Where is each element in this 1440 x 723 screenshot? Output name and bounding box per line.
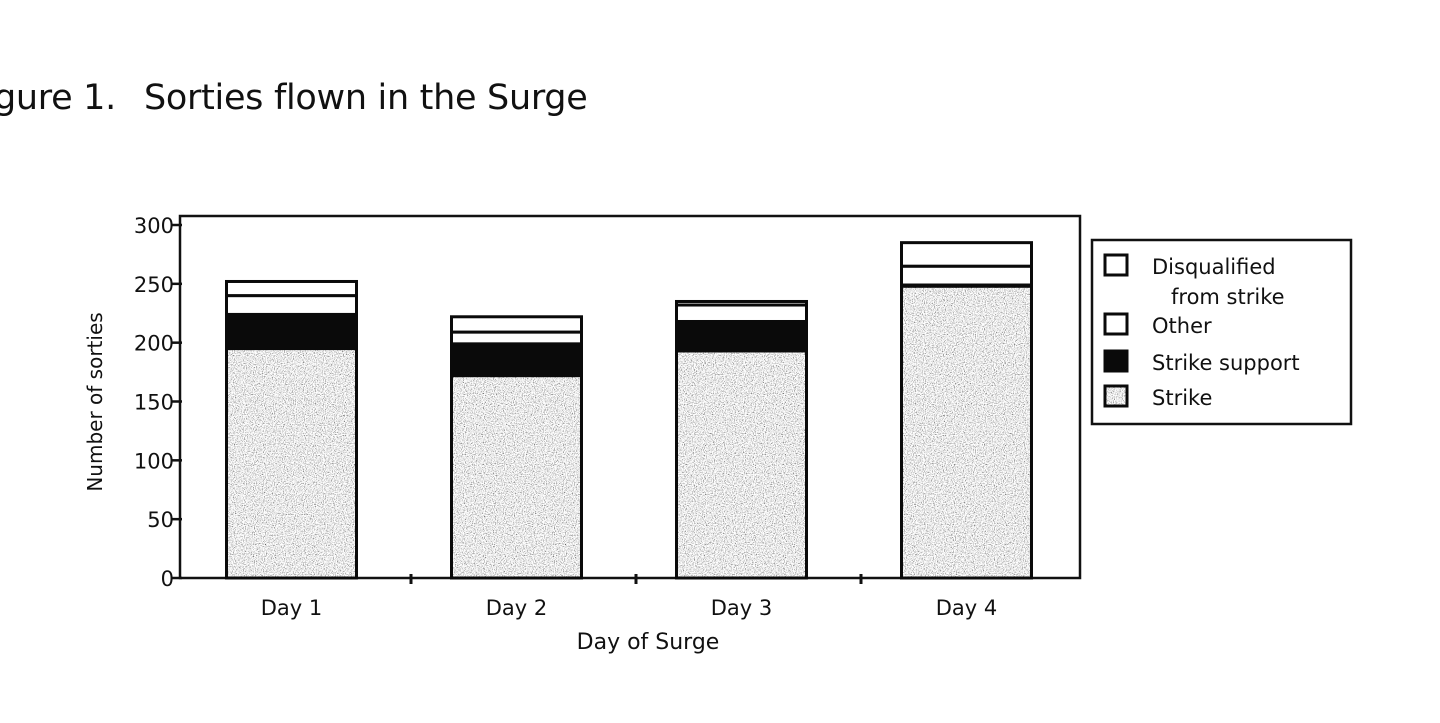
bar-day-4-strike: [900, 284, 1033, 580]
bar-day-3-strike: [675, 349, 808, 580]
legend-swatch-2: [1103, 312, 1129, 336]
plot-area: 0 50 100 150 200 250 300 Number of sorties Day 1…: [83, 214, 1082, 655]
bar-day-4-disqualified-from-strike: [900, 241, 1033, 268]
legend-label-4-line-1: Strike: [1152, 386, 1212, 410]
plot-frame: [178, 214, 1082, 580]
bar-day-1-strike: [225, 347, 358, 580]
x-tick-label-day-1: Day 1: [261, 596, 323, 620]
x-axis-label: Day of Surge: [577, 630, 720, 655]
bar-day-2-strike-support: [450, 342, 583, 378]
legend-label-1-line-2: from strike: [1171, 285, 1285, 309]
legend-label-2-line-1: Other: [1152, 314, 1212, 338]
x-tick-label-day-2: Day 2: [486, 596, 548, 620]
figure-number: gure 1.: [0, 78, 116, 118]
legend-label-1-line-1: Disqualified: [1152, 255, 1276, 279]
legend-frame: [1090, 238, 1353, 426]
y-tick-label-100: 100: [134, 449, 174, 473]
legend: Disqualified from strike Other Strike suppo…: [1090, 238, 1353, 426]
y-tick-label-50: 50: [147, 508, 174, 532]
y-tick-label-0: 0: [161, 567, 174, 591]
legend-swatch-3: [1103, 349, 1129, 373]
y-axis-label: Number of sorties: [83, 312, 107, 491]
legend-label-3-line-1: Strike support: [1152, 351, 1300, 375]
legend-swatch-4: [1103, 384, 1129, 408]
bar-day-2-strike: [450, 374, 583, 580]
bar-day-2-disqualified-from-strike: [450, 315, 583, 334]
figure-title: gure 1. Sorties flown in the Surge: [0, 78, 588, 118]
y-tick-label-250: 250: [134, 273, 174, 297]
y-tick-label-200: 200: [134, 332, 174, 356]
x-tick-label-day-3: Day 3: [711, 596, 773, 620]
y-tick-label-150: 150: [134, 391, 174, 415]
bar-day-3-other: [675, 303, 808, 323]
bar-day-3-strike-support: [675, 319, 808, 353]
bar-day-1-strike-support: [225, 312, 358, 351]
bar-day-2-other: [450, 330, 583, 346]
bar-day-1-other: [225, 294, 358, 316]
bar-day-4-other: [900, 264, 1033, 287]
figure-title-text: Sorties flown in the Surge: [143, 78, 588, 118]
bar-day-1-disqualified-from-strike: [225, 279, 358, 298]
x-tick-label-day-4: Day 4: [936, 596, 998, 620]
y-tick-label-300: 300: [134, 214, 174, 238]
bar-day-3-disqualified-from-strike: [675, 299, 808, 307]
legend-swatch-1: [1103, 253, 1129, 277]
